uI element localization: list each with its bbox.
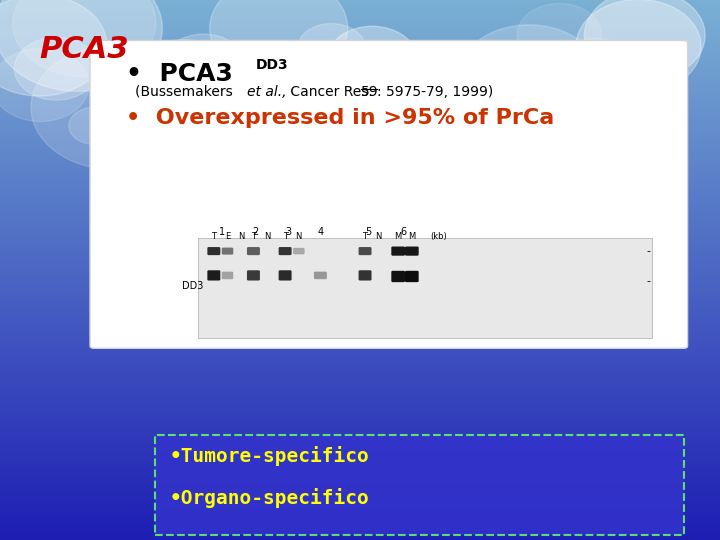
FancyBboxPatch shape (279, 247, 292, 255)
Text: 2: 2 (253, 226, 258, 237)
Circle shape (297, 24, 366, 76)
FancyBboxPatch shape (293, 248, 305, 254)
Text: -: - (647, 246, 651, 256)
FancyBboxPatch shape (279, 270, 292, 281)
Text: 1: 1 (219, 226, 225, 237)
Circle shape (0, 0, 107, 96)
Text: •Organo-specifico: •Organo-specifico (169, 488, 369, 508)
FancyBboxPatch shape (392, 246, 405, 255)
FancyBboxPatch shape (247, 270, 260, 281)
Text: -: - (647, 276, 651, 286)
Text: N: N (296, 232, 302, 241)
Circle shape (0, 49, 89, 122)
Circle shape (542, 99, 609, 148)
Text: PCA3: PCA3 (40, 35, 129, 64)
Text: N: N (238, 232, 244, 241)
Text: E: E (225, 232, 230, 241)
Circle shape (359, 99, 481, 191)
FancyBboxPatch shape (207, 247, 220, 255)
Circle shape (585, 0, 705, 80)
Text: T: T (283, 232, 287, 241)
Text: DD3: DD3 (181, 281, 203, 291)
Circle shape (402, 42, 449, 77)
FancyBboxPatch shape (90, 40, 688, 348)
Text: (kb): (kb) (430, 232, 446, 241)
Circle shape (184, 46, 283, 120)
Circle shape (162, 34, 246, 97)
Text: : 5975-79, 1999): : 5975-79, 1999) (377, 85, 493, 99)
Text: M: M (408, 232, 415, 241)
FancyBboxPatch shape (198, 238, 652, 338)
Circle shape (552, 38, 639, 103)
Text: •  PCA3: • PCA3 (126, 62, 233, 86)
FancyBboxPatch shape (247, 247, 260, 255)
FancyBboxPatch shape (222, 247, 233, 254)
FancyBboxPatch shape (392, 271, 405, 282)
FancyBboxPatch shape (207, 270, 220, 281)
Circle shape (392, 103, 473, 164)
FancyBboxPatch shape (405, 246, 419, 255)
Text: Cancer Res.: Cancer Res. (286, 85, 377, 99)
Circle shape (306, 64, 474, 191)
FancyBboxPatch shape (359, 270, 372, 281)
FancyBboxPatch shape (314, 272, 327, 279)
Circle shape (210, 0, 348, 80)
FancyBboxPatch shape (359, 247, 372, 255)
Circle shape (351, 78, 398, 113)
Circle shape (457, 25, 600, 132)
Circle shape (582, 68, 640, 112)
FancyBboxPatch shape (155, 435, 684, 535)
Circle shape (187, 58, 249, 104)
Circle shape (576, 0, 701, 93)
Circle shape (0, 0, 162, 91)
Text: 5: 5 (366, 226, 372, 237)
FancyBboxPatch shape (222, 272, 233, 279)
Circle shape (144, 111, 225, 172)
Circle shape (31, 45, 197, 170)
Text: T: T (251, 232, 256, 241)
Text: et al.,: et al., (247, 85, 287, 99)
Circle shape (517, 3, 601, 67)
Text: M: M (395, 232, 402, 241)
Text: T: T (363, 232, 367, 241)
Circle shape (109, 40, 258, 152)
Circle shape (14, 37, 99, 100)
Text: N: N (376, 232, 382, 241)
Text: 59: 59 (361, 85, 378, 99)
Text: N: N (264, 232, 270, 241)
Text: •Tumore-specifico: •Tumore-specifico (169, 446, 369, 465)
FancyBboxPatch shape (405, 271, 419, 282)
Circle shape (327, 26, 418, 94)
Circle shape (477, 68, 636, 187)
Text: 3: 3 (285, 226, 291, 237)
Circle shape (168, 57, 307, 161)
Text: T: T (212, 232, 216, 241)
Text: •  Overexpressed in >95% of PrCa: • Overexpressed in >95% of PrCa (126, 108, 554, 128)
Text: DD3: DD3 (256, 58, 288, 72)
Circle shape (576, 83, 672, 155)
Circle shape (13, 0, 156, 77)
Text: 4: 4 (318, 226, 323, 237)
Text: 6: 6 (400, 226, 406, 237)
Circle shape (91, 69, 139, 105)
Circle shape (212, 59, 363, 172)
Circle shape (168, 89, 300, 188)
Text: (Bussemakers: (Bussemakers (135, 85, 238, 99)
Circle shape (491, 108, 580, 175)
Circle shape (69, 107, 118, 144)
Circle shape (112, 112, 163, 150)
